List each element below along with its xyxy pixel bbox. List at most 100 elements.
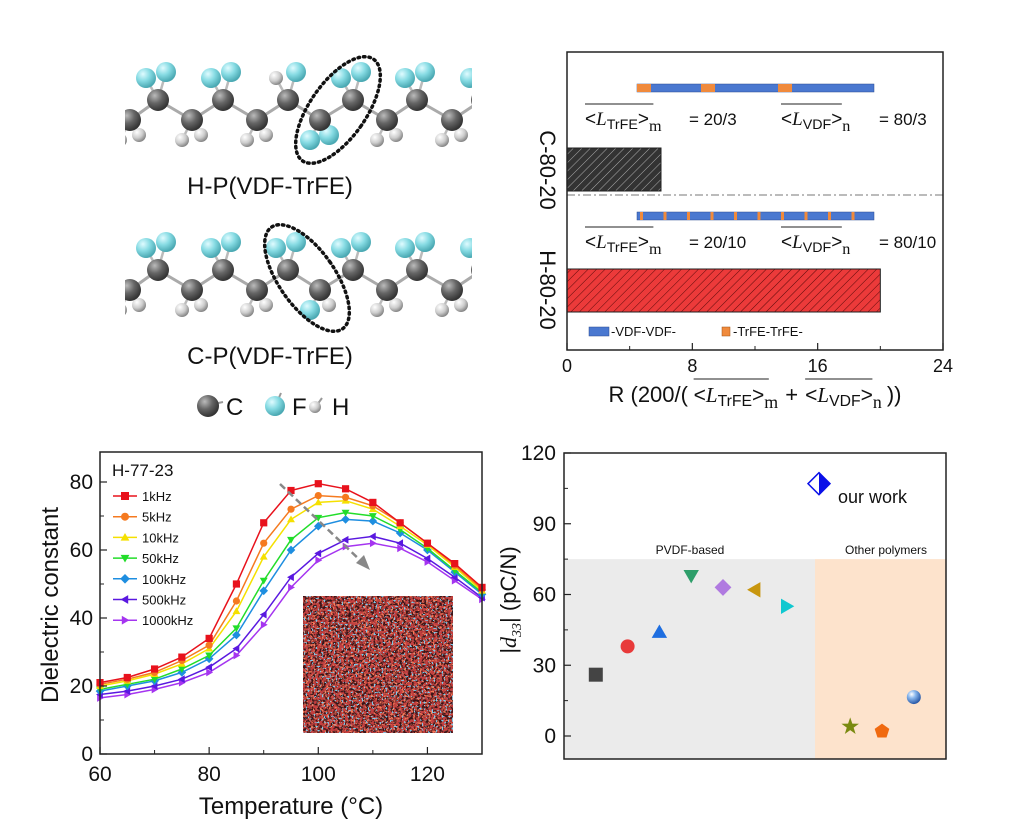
- legend-item-500kHz: 500kHz: [113, 593, 186, 608]
- data-point: [314, 480, 322, 488]
- point-triangle-down: [683, 570, 699, 584]
- fluorine-atom-icon: [265, 396, 285, 416]
- point-triangle-left: [747, 582, 761, 598]
- axes: 60 80 100 120 0 20 40 60 80: [70, 471, 483, 786]
- data-point: [341, 509, 350, 517]
- fluorine-atom: [286, 232, 306, 252]
- carbon-atom: [342, 259, 364, 281]
- legend-label: 1000kHz: [142, 613, 193, 628]
- fluorine-atom: [415, 62, 435, 82]
- data-point: [123, 673, 131, 682]
- fluorine-atom: [201, 68, 221, 88]
- x-axis-label: R (200/(<LTrFE>m + <LVDF>n)): [608, 378, 902, 412]
- data-point: [315, 556, 323, 565]
- data-point: [232, 580, 241, 588]
- data-point: [205, 634, 213, 642]
- carbon-atom: [376, 109, 398, 131]
- fluorine-atom: [351, 232, 371, 252]
- data-point: [341, 485, 350, 493]
- y-tick-label: 0: [544, 725, 556, 748]
- bar-h-80-20: [566, 268, 881, 313]
- trfe-block: [851, 212, 855, 220]
- hydrogen-atom: [370, 303, 384, 317]
- y-tick-label: 80: [70, 471, 93, 494]
- data-point: [396, 519, 404, 527]
- hydrogen-atom: [435, 133, 449, 147]
- hydrogen-atom: [435, 303, 449, 317]
- highlight-ellipse-ch: [262, 222, 352, 334]
- data-point: [259, 610, 267, 619]
- data-point: [206, 668, 214, 677]
- legend-item-50kHz: 50kHz: [113, 551, 179, 566]
- data-point: [177, 666, 186, 673]
- fluorine-atom: [286, 62, 306, 82]
- hydrogen-atom: [175, 133, 189, 147]
- vdf-length-symbol: <LVDF>n: [781, 109, 850, 135]
- fluorine-atom: [331, 68, 351, 88]
- fluorine-atom: [395, 238, 415, 258]
- data-point: [368, 532, 376, 541]
- carbon-atom: [471, 265, 472, 275]
- atom-legend-c: C: [226, 394, 243, 421]
- x-axis-label-vdf: <LVDF>n: [805, 383, 882, 412]
- data-point: [233, 651, 241, 660]
- plot-frame: [99, 451, 483, 755]
- data-point: [341, 515, 350, 524]
- point-sphere: [906, 690, 921, 705]
- region-label-pvdf: PVDF-based: [656, 543, 725, 557]
- y-tick-label: 120: [521, 442, 556, 465]
- data-point: [232, 597, 241, 605]
- chain-label-c: C-P(VDF-TrFE): [187, 343, 353, 370]
- legend-label-vdf: -VDF-VDF-: [611, 324, 676, 339]
- point-circle: [620, 639, 635, 654]
- data-point: [396, 539, 404, 548]
- y-axis-label: Dielectric constant: [37, 507, 64, 703]
- hydrogen-atom: [389, 128, 403, 142]
- data-point: [205, 641, 213, 649]
- carbon-atom: [147, 89, 169, 111]
- y-axis-label: |d33| (pC/N): [496, 546, 525, 653]
- x-tick-label: 60: [88, 763, 111, 786]
- x-tick-label: 100: [301, 763, 336, 786]
- fluorine-atom: [415, 232, 435, 252]
- x-tick-label: 16: [808, 356, 828, 376]
- carbon-atom: [277, 89, 299, 111]
- legend-marker-icon: [120, 533, 130, 541]
- inset-blue-domains: [303, 596, 453, 733]
- data-point: [368, 513, 377, 520]
- carbon-atom: [406, 89, 428, 111]
- legend-label: 1kHz: [142, 489, 172, 504]
- carbon-atom: [309, 109, 331, 131]
- legend-marker-icon: [121, 512, 129, 521]
- legend-label-trfe: -TrFE-TrFE-: [733, 324, 803, 339]
- data-point: [205, 663, 213, 672]
- region-label-other: Other polymers: [845, 543, 927, 557]
- data-point: [260, 539, 268, 547]
- hydrogen-atom: [259, 298, 273, 312]
- fluorine-atom: [266, 238, 286, 258]
- vdf-length-value: = 80/3: [879, 110, 927, 129]
- vdf-sequence-bar: [636, 211, 875, 221]
- carbon-atom: [277, 259, 299, 281]
- data-point: [451, 560, 459, 568]
- legend-marker-icon: [120, 595, 129, 604]
- carbon-atom: [125, 109, 141, 131]
- series-500kHz: [96, 532, 485, 699]
- fluorine-atom: [300, 130, 320, 150]
- carbon-atom: [441, 279, 463, 301]
- point-star: [841, 717, 859, 735]
- atom-legend-f: F: [292, 394, 307, 421]
- hydrogen-atom: [125, 305, 127, 315]
- data-point: [314, 498, 323, 506]
- legend-swatch-trfe: [721, 326, 731, 337]
- x-axis-label: Temperature (°C): [199, 793, 383, 820]
- hydrogen-atom: [454, 298, 468, 312]
- data-point: [423, 539, 432, 547]
- legend-item-10kHz: 10kHz: [113, 530, 179, 545]
- bar-legend: -VDF-VDF- -TrFE-TrFE-: [588, 324, 803, 339]
- hydrogen-atom: [322, 298, 336, 312]
- data-point: [369, 539, 377, 548]
- data-point: [314, 549, 322, 558]
- y-tick-label: 20: [70, 675, 93, 698]
